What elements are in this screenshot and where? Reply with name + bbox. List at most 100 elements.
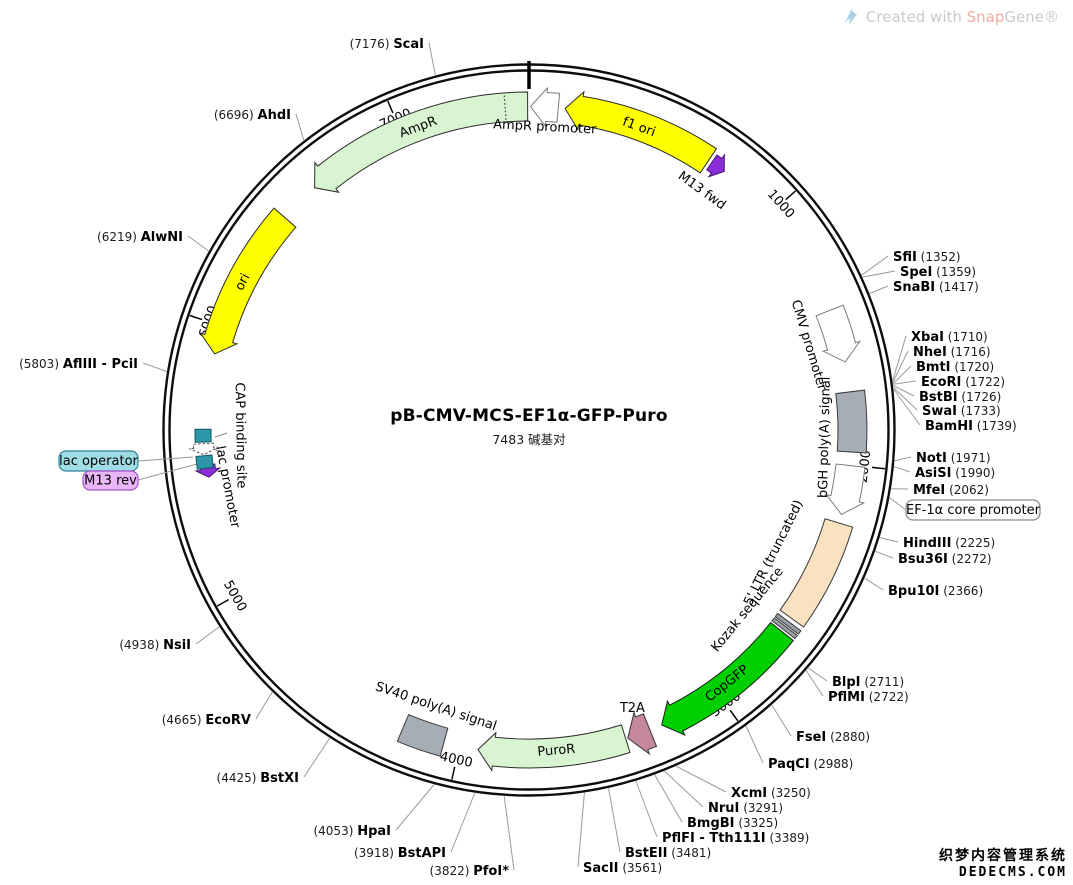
feature-label-puror: PuroR	[537, 742, 576, 760]
site-leader-XcmI	[675, 765, 727, 793]
site-leader-BmtI	[892, 365, 912, 385]
feature-label-cap-site: CAP binding site	[232, 382, 249, 488]
tick-1000	[785, 190, 796, 201]
feature-copgfp	[661, 621, 795, 737]
pointer-line-0	[214, 432, 228, 438]
feature-f1-ori	[564, 90, 718, 174]
feature-puror	[477, 724, 631, 772]
site-label-NotI: NotI (1971)	[916, 451, 991, 466]
feature-ampr	[314, 91, 529, 194]
site-label-SnaBI: SnaBI (1417)	[893, 280, 979, 295]
site-label-Bsu36I: Bsu36I (2272)	[898, 552, 992, 567]
site-leader-Bpu10I	[864, 577, 884, 591]
site-label-PflFI-Tth111I: PflFI - Tth111I (3389)	[662, 831, 809, 846]
site-label-NruI: NruI (3291)	[708, 801, 783, 816]
site-leader-SfiI	[861, 255, 889, 276]
site-leader-PfoI-	[503, 796, 515, 871]
tick-3000	[729, 709, 739, 722]
site-label-AflIII-PciI: (5803) AflIII - PciI	[19, 357, 138, 372]
tick-4000	[451, 766, 456, 780]
watermark-line1: 织梦内容管理系统	[939, 848, 1067, 864]
site-leader-SacII	[577, 792, 585, 868]
site-leader-EcoRV	[255, 691, 273, 720]
site-leader-NotI	[894, 456, 912, 462]
feature-bgh-polya	[835, 389, 868, 454]
site-leader-AhdI	[295, 113, 305, 141]
plasmid-title-block: pB-CMV-MCS-EF1α-GFP-Puro 7483 碱基对	[329, 406, 729, 448]
site-label-BstEII: BstEII (3481)	[625, 846, 711, 861]
site-leader-ScaI	[428, 42, 436, 76]
site-label-AhdI: (6696) AhdI	[214, 108, 291, 123]
site-leader-BstEII	[608, 788, 621, 853]
feature-lac-promoter	[188, 442, 219, 456]
site-leader-PflMI	[805, 670, 824, 697]
feature-ori	[199, 207, 297, 355]
feature-divider-ampr	[503, 94, 507, 120]
snapgene-credit: Created with SnapGene®	[843, 8, 1059, 26]
site-label-XcmI: XcmI (3250)	[731, 786, 811, 801]
feature-cmv-promoter	[815, 304, 862, 363]
site-label-PfoI-: (3822) PfoI*	[430, 864, 510, 879]
tick-label-4000: 4000	[438, 749, 474, 771]
feature-sv40-polya	[396, 713, 449, 757]
site-label-NheI: NheI (1716)	[913, 345, 991, 360]
site-leader-SpeI	[862, 270, 896, 278]
tick-5000	[216, 598, 229, 607]
feature-label-ori: ori	[232, 271, 253, 293]
site-label-SwaI: SwaI (1733)	[922, 404, 1001, 419]
site-leader-AflIII-PciI	[142, 362, 167, 372]
site-leader-Bsu36I	[875, 550, 894, 559]
tick-6000	[189, 314, 203, 321]
site-label-AlwNI: (6219) AlwNI	[97, 230, 183, 245]
site-label-BstAPI: (3918) BstAPI	[354, 846, 446, 861]
site-leader-NheI	[892, 350, 909, 383]
site-label-ScaI: (7176) ScaI	[350, 37, 424, 52]
boxed-label-text-ef1a-core-promoter: EF-1α core promoter	[906, 503, 1041, 518]
site-leader-AlwNI	[187, 235, 209, 252]
feature-cap-site	[194, 428, 212, 443]
boxed-label-m13-rev-label	[82, 470, 139, 491]
site-leader-HindIII	[879, 537, 899, 543]
feature-kozak-b	[771, 617, 799, 640]
site-label-Bpu10I: Bpu10I (2366)	[888, 584, 983, 599]
site-label-EcoRV: (4665) EcoRV	[162, 713, 251, 728]
site-leader-PaqCI	[745, 725, 764, 764]
leader-ef1a-core-promoter	[889, 497, 907, 511]
site-leader-BmgBI	[654, 774, 683, 823]
site-watermark: 织梦内容管理系统 DEDECMS.COM	[939, 845, 1067, 880]
site-leader-BstXI	[303, 737, 331, 778]
feature-label-m13-fwd: M13 fwd	[675, 169, 728, 213]
site-label-HindIII: HindIII (2225)	[903, 536, 995, 551]
site-leader-FseI	[771, 704, 792, 737]
site-label-MfeI: MfeI (2062)	[913, 483, 989, 498]
site-leader-XbaI	[892, 335, 907, 381]
site-label-EcoRI: EcoRI (1722)	[921, 375, 1005, 390]
site-leader-BamHI	[893, 389, 921, 426]
site-label-PflMI: PflMI (2722)	[828, 690, 909, 705]
site-leader-BstBI	[893, 385, 915, 397]
feature-ampr-promoter	[529, 86, 561, 128]
site-label-FseI: FseI (2880)	[796, 730, 870, 745]
feature-lac-operator	[195, 454, 214, 470]
site-label-PaqCI: PaqCI (2988)	[768, 757, 853, 772]
site-label-BlpI: BlpI (2711)	[832, 675, 904, 690]
snapgene-logo-icon	[844, 9, 858, 25]
feature-label-bgh-polya: bGH poly(A) signal	[816, 376, 834, 498]
site-label-HpaI: (4053) HpaI	[313, 824, 391, 839]
site-leader-AsiSI	[894, 466, 911, 473]
site-leader-BlpI	[808, 667, 828, 682]
feature-m13-fwd	[706, 153, 725, 178]
site-leader-PflFI-Tth111I	[635, 780, 658, 838]
watermark-line2: DEDECMS.COM	[958, 865, 1067, 880]
tick-7000	[387, 100, 394, 114]
site-leader-SnaBI	[869, 285, 889, 294]
plasmid-length: 7483 碱基对	[492, 432, 566, 447]
boxed-label-text-m13-rev-label: M13 rev	[84, 474, 137, 489]
site-leader-EcoRI	[893, 380, 917, 385]
site-label-SacII: SacII (3561)	[583, 861, 662, 876]
site-leader-SwaI	[893, 387, 918, 411]
site-label-SfiI: SfiI (1352)	[893, 250, 961, 265]
site-label-AsiSI: AsiSI (1990)	[915, 466, 995, 481]
